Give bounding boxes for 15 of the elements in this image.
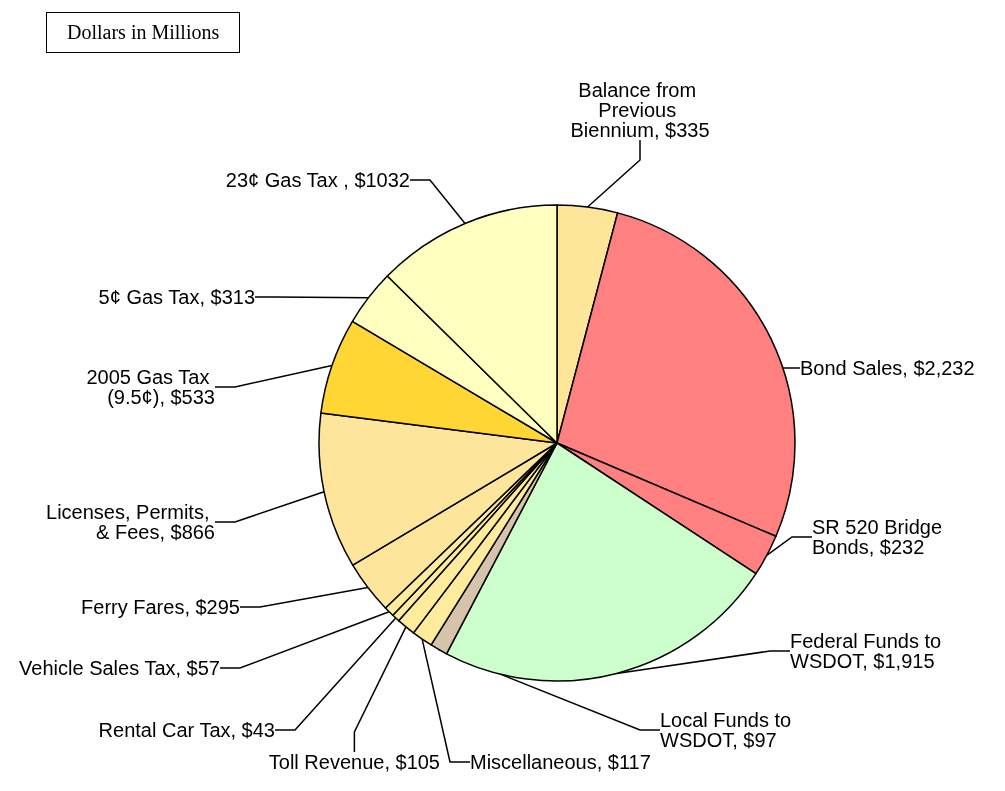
slice-label: Miscellaneous, $117 [470, 751, 651, 773]
slice-label: SR 520 Bridge Bonds, $232 [812, 516, 948, 558]
text: Dollars in Millions [46, 12, 241, 53]
slice-label: 2005 Gas Tax (9.5¢), $533 [86, 366, 215, 408]
slice-label: Local Funds to WSDOT, $97 [660, 709, 797, 751]
slice-label: Rental Car Tax, $43 [98, 719, 275, 741]
slice-label: Toll Revenue, $105 [268, 751, 440, 773]
slice-label: Federal Funds to WSDOT, $1,915 [790, 630, 947, 672]
slice-label: Licenses, Permits, & Fees, $866 [46, 501, 215, 543]
slice-label: 23¢ Gas Tax , $1032 [225, 169, 410, 191]
slice-label: Vehicle Sales Tax, $57 [19, 657, 220, 679]
slice-label: Bond Sales, $2,232 [800, 357, 975, 379]
slice-label: 5¢ Gas Tax, $313 [98, 286, 255, 308]
slice-label: Balance from Previous Biennium, $335 [570, 79, 710, 141]
slice-label: Ferry Fares, $295 [81, 596, 240, 618]
